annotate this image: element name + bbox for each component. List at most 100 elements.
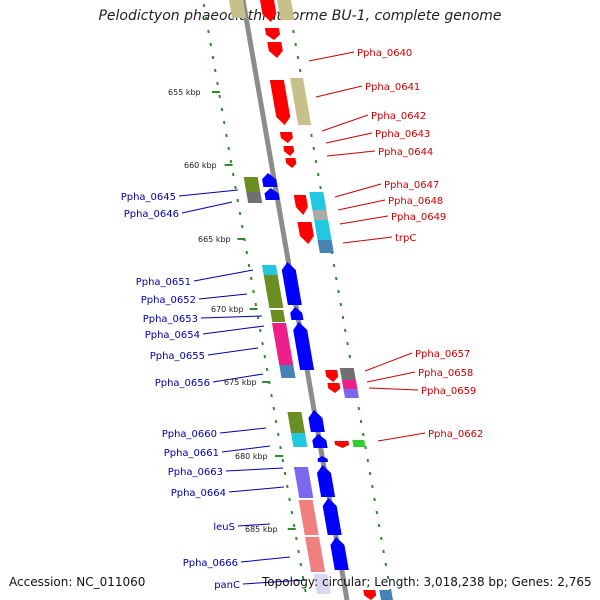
forward-gene-arrow bbox=[327, 383, 341, 393]
scale-tick bbox=[310, 133, 313, 138]
scale-tick bbox=[238, 211, 242, 216]
reverse-gene-label: Ppha_0666 bbox=[183, 558, 238, 569]
reverse-label-leader bbox=[207, 347, 259, 356]
reverse-label-leader bbox=[221, 445, 271, 453]
forward-label-leader bbox=[339, 215, 389, 225]
accession-text: Accession: NC_011060 bbox=[9, 575, 146, 589]
reverse-gene-label: Ppha_0645 bbox=[121, 192, 176, 203]
cog-block bbox=[313, 574, 331, 594]
reverse-gene-label: Ppha_0655 bbox=[150, 351, 205, 362]
label-leaders bbox=[178, 51, 426, 585]
scale-ticks bbox=[202, 3, 392, 593]
scale-tick bbox=[386, 575, 390, 580]
cog-block bbox=[309, 192, 327, 210]
forward-gene-label: Ppha_0662 bbox=[428, 429, 483, 440]
genome-summary-text: Topology: circular; Length: 3,018,238 bp… bbox=[262, 575, 592, 589]
scale-tick bbox=[231, 172, 235, 177]
scale-tick bbox=[294, 42, 297, 47]
scale-tick bbox=[220, 107, 224, 112]
scale-tick bbox=[261, 341, 264, 346]
cog-block bbox=[271, 323, 294, 365]
cog-block bbox=[263, 275, 284, 308]
reverse-gene-arrow bbox=[281, 262, 302, 305]
map-title: Pelodictyon phaeoclathratiforme BU-1, co… bbox=[98, 8, 502, 24]
scale-tick bbox=[375, 510, 379, 515]
scale-tick bbox=[301, 575, 305, 580]
scale-tick bbox=[384, 562, 388, 567]
reverse-gene-label: Ppha_0652 bbox=[141, 295, 196, 306]
scale-tick bbox=[297, 549, 300, 554]
cog-block bbox=[277, 0, 295, 20]
scale-tick bbox=[279, 445, 282, 450]
cog-block bbox=[243, 177, 261, 192]
reverse-gene-label: Ppha_0653 bbox=[143, 314, 198, 325]
forward-gene-arrow bbox=[283, 146, 295, 156]
gene-features bbox=[229, 0, 393, 600]
cog-block bbox=[339, 368, 356, 380]
reverse-gene-label: Ppha_0661 bbox=[164, 448, 219, 459]
forward-gene-arrow bbox=[285, 158, 297, 168]
reverse-label-leader bbox=[225, 467, 284, 472]
scale-label: 665 kbp bbox=[198, 235, 231, 244]
cog-block bbox=[287, 412, 306, 433]
reverse-label-leader bbox=[198, 293, 248, 300]
scale-tick bbox=[252, 289, 255, 294]
cog-block bbox=[343, 389, 359, 398]
cog-block bbox=[298, 500, 319, 535]
scale-tick bbox=[259, 328, 262, 333]
forward-label-leader bbox=[366, 371, 416, 383]
scale-tick bbox=[254, 302, 258, 307]
scale-tick bbox=[270, 393, 273, 398]
scale-tick bbox=[272, 406, 276, 411]
scale-tick bbox=[227, 146, 230, 151]
forward-gene-arrow bbox=[334, 441, 350, 448]
scale-tick bbox=[299, 562, 303, 567]
scale-tick bbox=[241, 224, 244, 229]
cog-block bbox=[270, 310, 286, 322]
scale-label: 655 kbp bbox=[168, 88, 201, 97]
forward-label-leader bbox=[377, 432, 426, 442]
scale-tick bbox=[357, 406, 361, 411]
cog-block bbox=[317, 240, 334, 253]
forward-gene-arrow bbox=[264, 28, 280, 40]
forward-gene-label: Ppha_0649 bbox=[391, 212, 446, 223]
cog-block bbox=[314, 220, 332, 240]
scale-tick bbox=[202, 3, 206, 8]
scale-tick bbox=[298, 68, 302, 73]
reverse-gene-arrow bbox=[290, 307, 304, 320]
forward-gene-label: Ppha_0648 bbox=[388, 196, 443, 207]
scale-tick bbox=[314, 159, 318, 164]
scale-tick bbox=[209, 42, 212, 47]
forward-label-leader bbox=[364, 352, 413, 372]
scale-tick bbox=[247, 263, 251, 268]
scale-tick bbox=[380, 536, 383, 541]
cog-block bbox=[229, 0, 247, 18]
forward-gene-label: Ppha_0659 bbox=[421, 386, 476, 397]
forward-gene-arrow bbox=[260, 0, 277, 22]
scale-tick bbox=[362, 432, 365, 437]
cog-block bbox=[312, 210, 329, 220]
forward-gene-label: trpC bbox=[395, 233, 416, 244]
scale-tick bbox=[312, 146, 315, 151]
scale-tick bbox=[292, 523, 296, 528]
reverse-gene-arrow bbox=[262, 173, 278, 187]
scale-tick bbox=[204, 16, 208, 21]
reverse-gene-arrow bbox=[312, 434, 328, 448]
scale-tick bbox=[337, 289, 340, 294]
forward-label-leader bbox=[337, 199, 386, 211]
scale-label: 660 kbp bbox=[184, 161, 217, 170]
reverse-gene-label: Ppha_0664 bbox=[171, 488, 226, 499]
scale-tick bbox=[245, 250, 249, 255]
scale-tick bbox=[348, 354, 352, 359]
scale-tick bbox=[339, 302, 343, 307]
forward-label-leader bbox=[308, 51, 355, 62]
scale-tick bbox=[281, 458, 285, 463]
cog-block bbox=[290, 78, 312, 125]
reverse-gene-label: panC bbox=[214, 580, 240, 591]
reverse-gene-arrow bbox=[330, 537, 349, 570]
forward-gene-arrow bbox=[267, 42, 283, 58]
scale-tick bbox=[225, 133, 228, 138]
scale-labels: 655 kbp 660 kbp 665 kbp 670 kbp 675 kbp 680 k… bbox=[168, 88, 296, 534]
reverse-gene-label: Ppha_0656 bbox=[155, 378, 210, 389]
